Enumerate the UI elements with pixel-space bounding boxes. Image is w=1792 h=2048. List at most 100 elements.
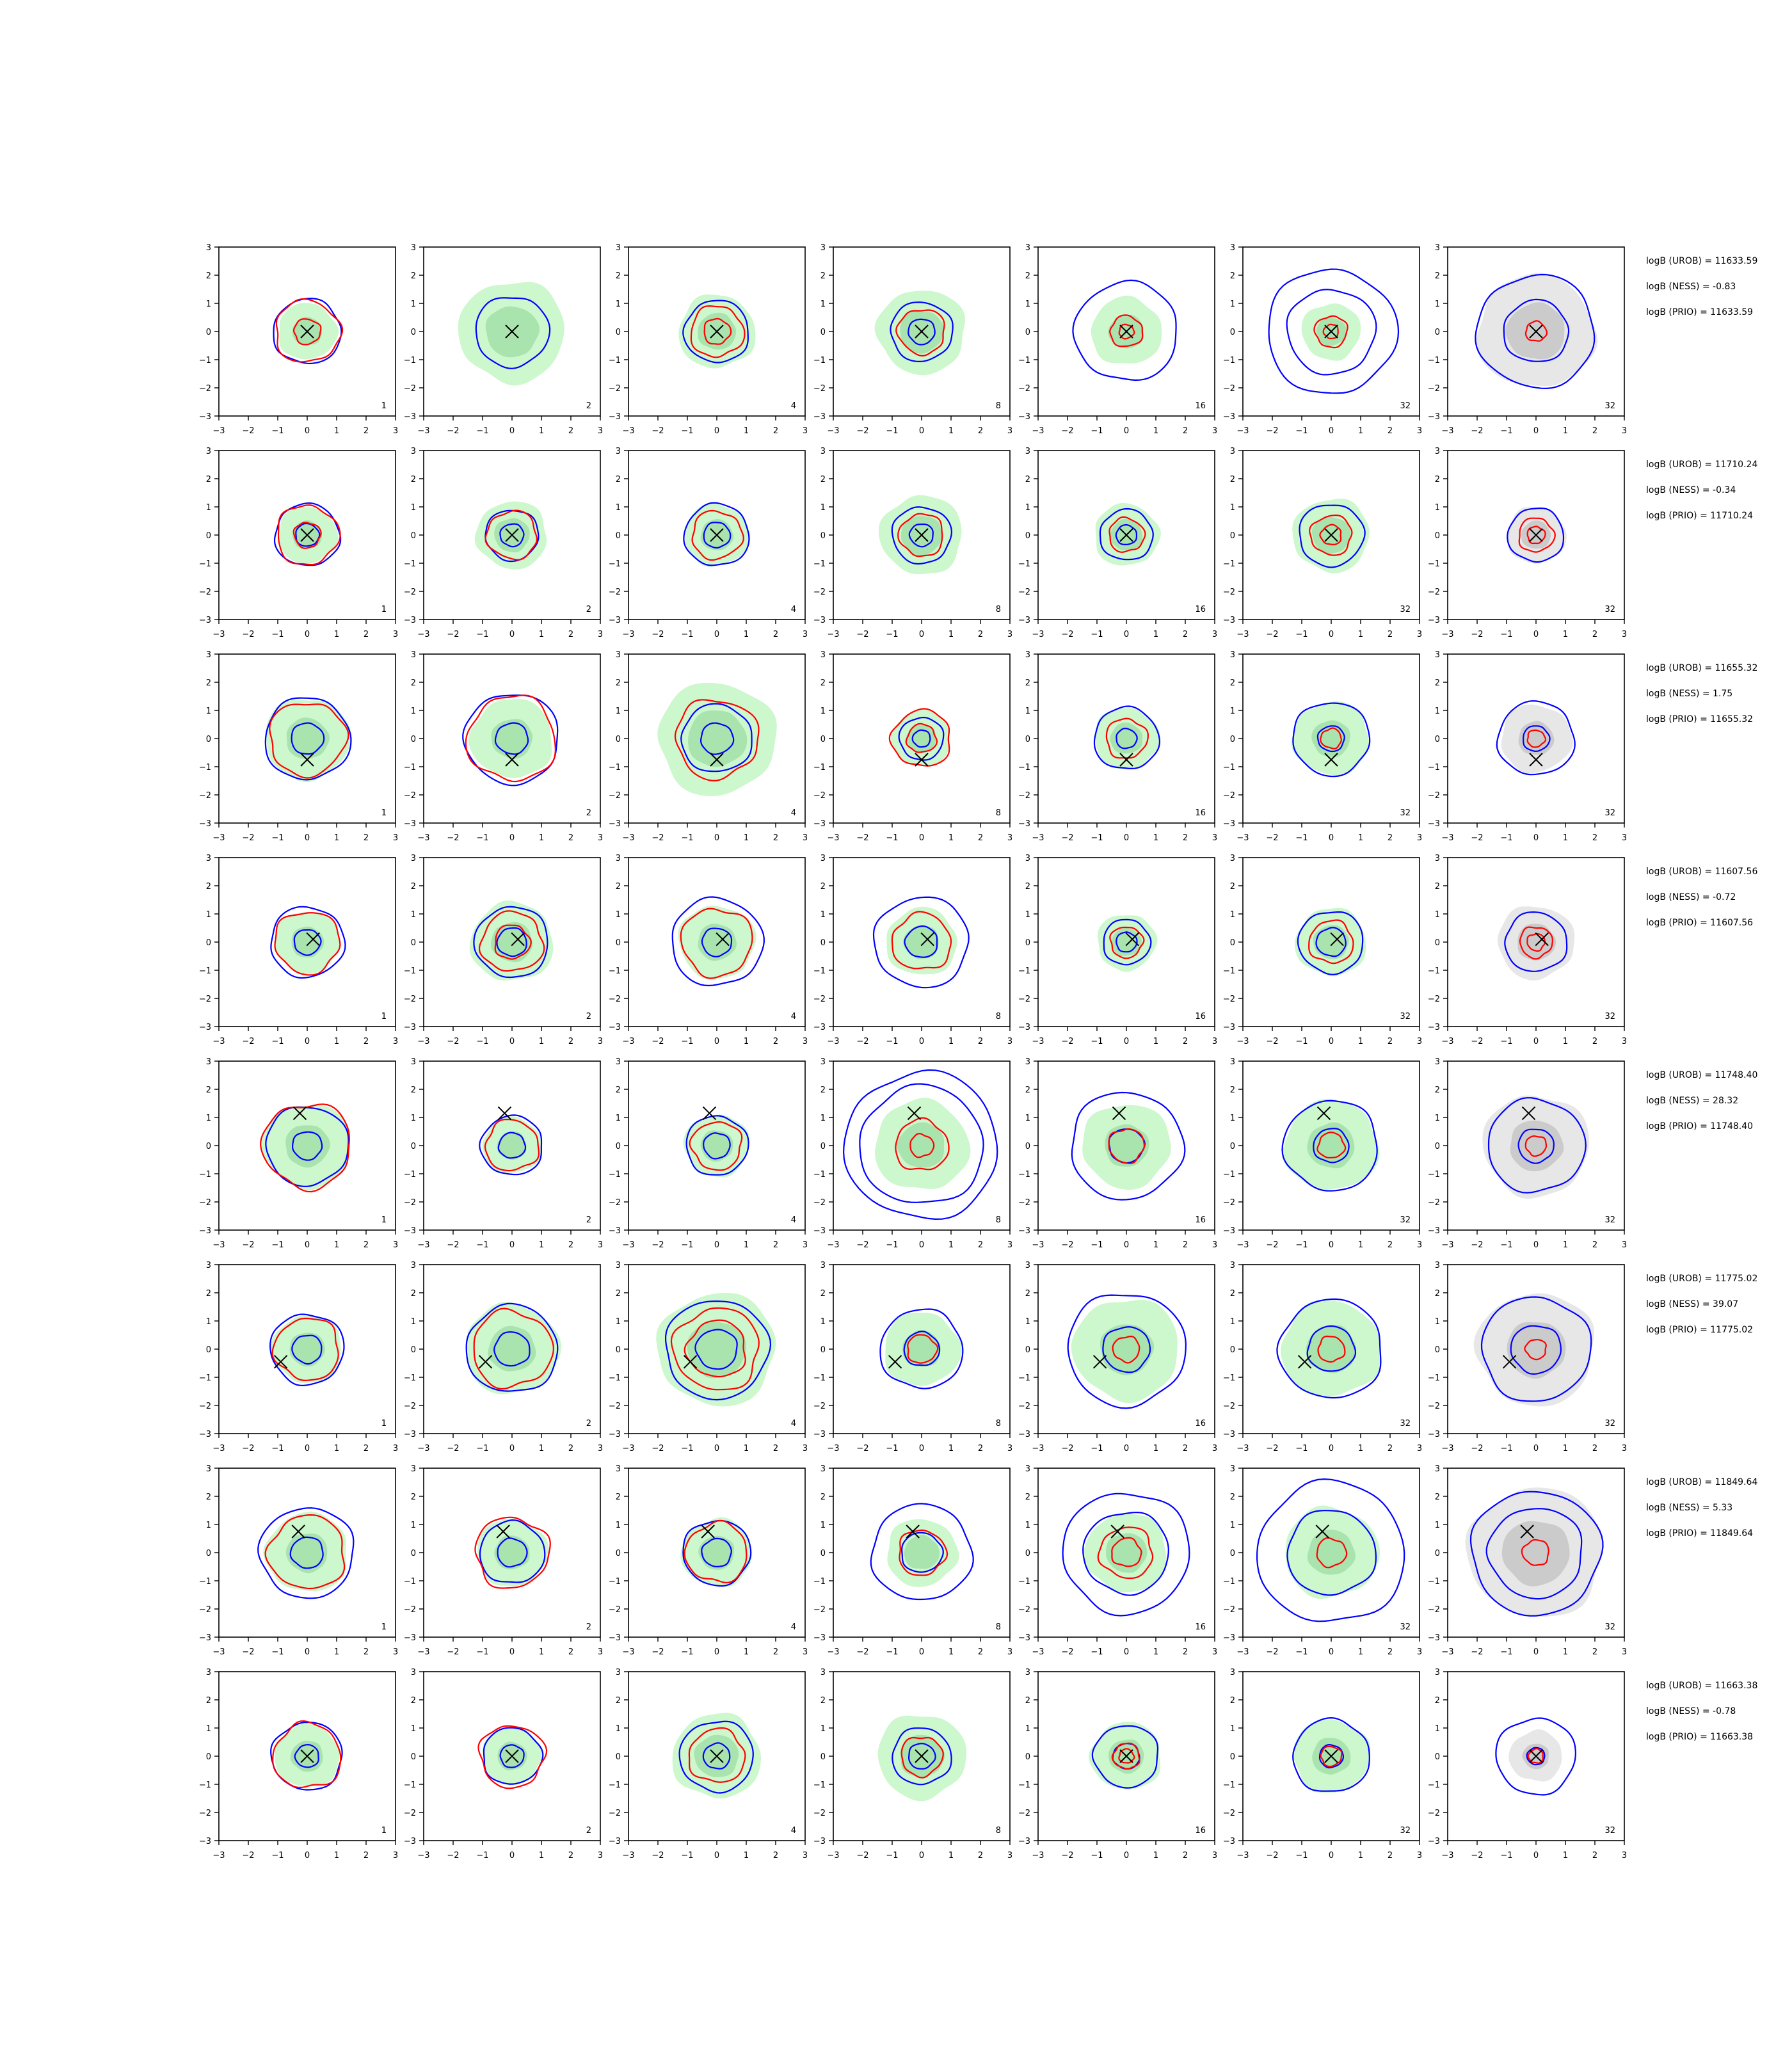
panel-contents bbox=[458, 282, 564, 386]
panel-corner-label: 2 bbox=[586, 401, 591, 411]
x-tick-label: 1 bbox=[539, 1037, 544, 1046]
density-fill bbox=[275, 912, 340, 975]
x-tick-label: −1 bbox=[1091, 1240, 1103, 1250]
red-contour bbox=[905, 723, 938, 753]
x-tick-label: −3 bbox=[1236, 1444, 1249, 1453]
y-tick-label: 1 bbox=[411, 1724, 416, 1734]
x-tick-label: 3 bbox=[393, 1851, 398, 1860]
y-tick-label: −3 bbox=[1223, 1837, 1235, 1846]
y-tick-label: −2 bbox=[1018, 995, 1030, 1004]
x-tick-label: 0 bbox=[714, 1647, 719, 1657]
x-tick-label: −2 bbox=[1266, 630, 1278, 639]
x-tick-label: 3 bbox=[1212, 1647, 1217, 1657]
x-tick-label: −2 bbox=[1471, 1851, 1483, 1860]
y-tick-label: 3 bbox=[411, 243, 416, 253]
y-tick-label: −1 bbox=[199, 1577, 211, 1587]
x-tick-label: −3 bbox=[212, 1240, 225, 1250]
x-tick-label: 0 bbox=[1329, 1851, 1334, 1860]
y-tick-label: −1 bbox=[1223, 1373, 1235, 1383]
x-tick-label: −1 bbox=[681, 1851, 693, 1860]
y-tick-label: −2 bbox=[1428, 1198, 1440, 1208]
x-tick-label: 2 bbox=[1388, 1647, 1393, 1657]
y-tick-label: −1 bbox=[813, 1780, 826, 1790]
x-tick-label: 2 bbox=[1592, 630, 1597, 639]
y-tick-label: 3 bbox=[206, 1668, 211, 1677]
y-tick-label: 1 bbox=[1435, 1317, 1440, 1327]
true-point-marker bbox=[710, 753, 724, 767]
blue-contour bbox=[1268, 268, 1400, 394]
true-point-marker bbox=[1316, 1106, 1331, 1121]
y-tick-label: 3 bbox=[616, 447, 621, 456]
x-tick-label: −1 bbox=[886, 1851, 898, 1860]
x-tick-label: 0 bbox=[1533, 1647, 1539, 1657]
panel-contents bbox=[1093, 705, 1161, 770]
y-tick-label: 1 bbox=[820, 707, 826, 716]
y-tick-label: 3 bbox=[411, 650, 416, 660]
x-tick-label: 1 bbox=[1563, 1444, 1568, 1453]
true-point-marker bbox=[1125, 932, 1139, 947]
density-fill bbox=[1082, 1105, 1171, 1190]
x-tick-label: 0 bbox=[305, 426, 310, 436]
x-tick-label: −2 bbox=[1471, 1240, 1483, 1250]
panel-corner-label: 8 bbox=[996, 401, 1001, 411]
x-tick-label: 1 bbox=[744, 1240, 749, 1250]
panel-contents bbox=[1281, 1098, 1380, 1192]
blue-contour bbox=[879, 1308, 964, 1389]
panel-corner-label: 16 bbox=[1195, 1419, 1206, 1428]
y-tick-label: 1 bbox=[616, 1317, 621, 1327]
x-tick-label: 3 bbox=[1417, 833, 1422, 843]
x-tick-label: −2 bbox=[1471, 1037, 1483, 1046]
y-tick-label: 0 bbox=[206, 1345, 211, 1355]
true-point-marker bbox=[497, 1106, 512, 1121]
true-point-marker bbox=[710, 1749, 724, 1763]
x-tick-label: 2 bbox=[568, 1240, 573, 1250]
x-tick-label: 3 bbox=[598, 1851, 603, 1860]
y-tick-label: 3 bbox=[1230, 447, 1235, 456]
x-tick-label: 3 bbox=[1417, 1647, 1422, 1657]
panel-corner-label: 4 bbox=[791, 401, 796, 411]
y-tick-label: −3 bbox=[1223, 819, 1235, 829]
true-point-marker bbox=[1119, 753, 1133, 767]
panel-contents bbox=[678, 294, 756, 369]
density-core bbox=[688, 710, 748, 767]
blue-contour bbox=[1091, 1725, 1159, 1789]
panel-r3-c3: −3 −2 −1 0 1 2 3 3 2 1 0 −1 −2 −3 4 bbox=[609, 650, 808, 843]
y-tick-label: −2 bbox=[404, 791, 416, 801]
y-tick-label: −3 bbox=[813, 412, 826, 422]
density-fill bbox=[1071, 1300, 1178, 1404]
y-tick-label: 2 bbox=[206, 475, 211, 484]
y-tick-label: 0 bbox=[206, 1142, 211, 1151]
y-tick-label: 0 bbox=[1025, 1549, 1030, 1558]
panel-contents bbox=[1067, 1294, 1187, 1409]
y-tick-label: −1 bbox=[1428, 763, 1440, 772]
y-tick-label: 3 bbox=[1230, 854, 1235, 863]
y-tick-label: 3 bbox=[616, 1464, 621, 1474]
y-tick-label: 2 bbox=[616, 678, 621, 688]
y-tick-label: 3 bbox=[1025, 447, 1030, 456]
blue-contour bbox=[680, 703, 753, 772]
x-tick-label: 2 bbox=[568, 426, 573, 436]
panel-r2-c1: −3 −2 −1 0 1 2 3 3 2 1 0 −1 −2 −3 1 bbox=[199, 447, 398, 639]
panel-contents bbox=[474, 501, 547, 570]
red-contour bbox=[1320, 1745, 1343, 1768]
y-tick-label: 1 bbox=[206, 1521, 211, 1530]
density-fill bbox=[270, 1315, 341, 1383]
blue-contour bbox=[1299, 504, 1366, 568]
x-tick-label: 0 bbox=[1533, 1037, 1539, 1046]
x-tick-label: 0 bbox=[714, 630, 719, 639]
blue-contour bbox=[908, 524, 934, 548]
x-tick-label: −3 bbox=[1236, 630, 1249, 639]
x-tick-label: 0 bbox=[509, 1037, 515, 1046]
panel-contents bbox=[1292, 1716, 1371, 1793]
panel-contents bbox=[1291, 701, 1371, 778]
y-tick-label: −2 bbox=[609, 1402, 621, 1411]
y-tick-label: −3 bbox=[1018, 616, 1030, 625]
red-contour bbox=[684, 1519, 748, 1583]
panel-contents bbox=[1465, 1487, 1604, 1617]
y-tick-label: −2 bbox=[1223, 995, 1235, 1004]
red-contour bbox=[465, 694, 557, 783]
